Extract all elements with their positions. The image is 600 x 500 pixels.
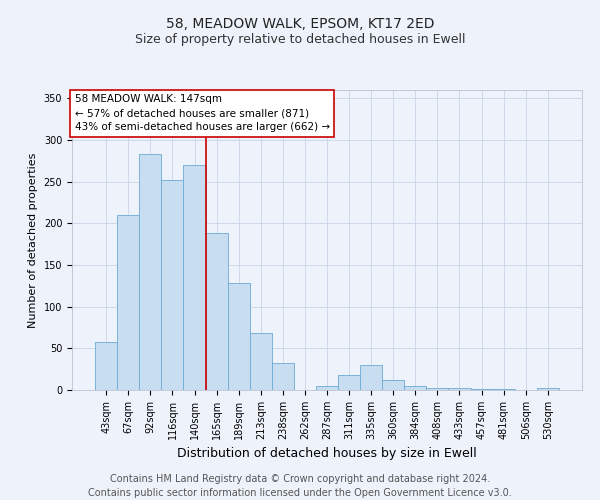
Bar [272, 362, 294, 390]
Bar [427, 388, 448, 390]
Bar [493, 389, 515, 390]
Bar [161, 180, 184, 390]
Y-axis label: Number of detached properties: Number of detached properties [28, 152, 38, 328]
Text: 58, MEADOW WALK, EPSOM, KT17 2ED: 58, MEADOW WALK, EPSOM, KT17 2ED [166, 18, 434, 32]
Bar [338, 375, 360, 390]
Text: Size of property relative to detached houses in Ewell: Size of property relative to detached ho… [135, 32, 465, 46]
Bar [250, 334, 272, 390]
Bar [139, 154, 161, 390]
Bar [316, 386, 338, 390]
Bar [360, 365, 382, 390]
Bar [470, 389, 493, 390]
Bar [404, 386, 427, 390]
Text: Contains HM Land Registry data © Crown copyright and database right 2024.
Contai: Contains HM Land Registry data © Crown c… [88, 474, 512, 498]
Bar [206, 234, 227, 390]
Bar [117, 215, 139, 390]
Text: 58 MEADOW WALK: 147sqm
← 57% of detached houses are smaller (871)
43% of semi-de: 58 MEADOW WALK: 147sqm ← 57% of detached… [74, 94, 329, 132]
Bar [382, 380, 404, 390]
Bar [184, 165, 206, 390]
Bar [537, 388, 559, 390]
Bar [448, 388, 470, 390]
X-axis label: Distribution of detached houses by size in Ewell: Distribution of detached houses by size … [177, 448, 477, 460]
Bar [95, 342, 117, 390]
Bar [227, 284, 250, 390]
